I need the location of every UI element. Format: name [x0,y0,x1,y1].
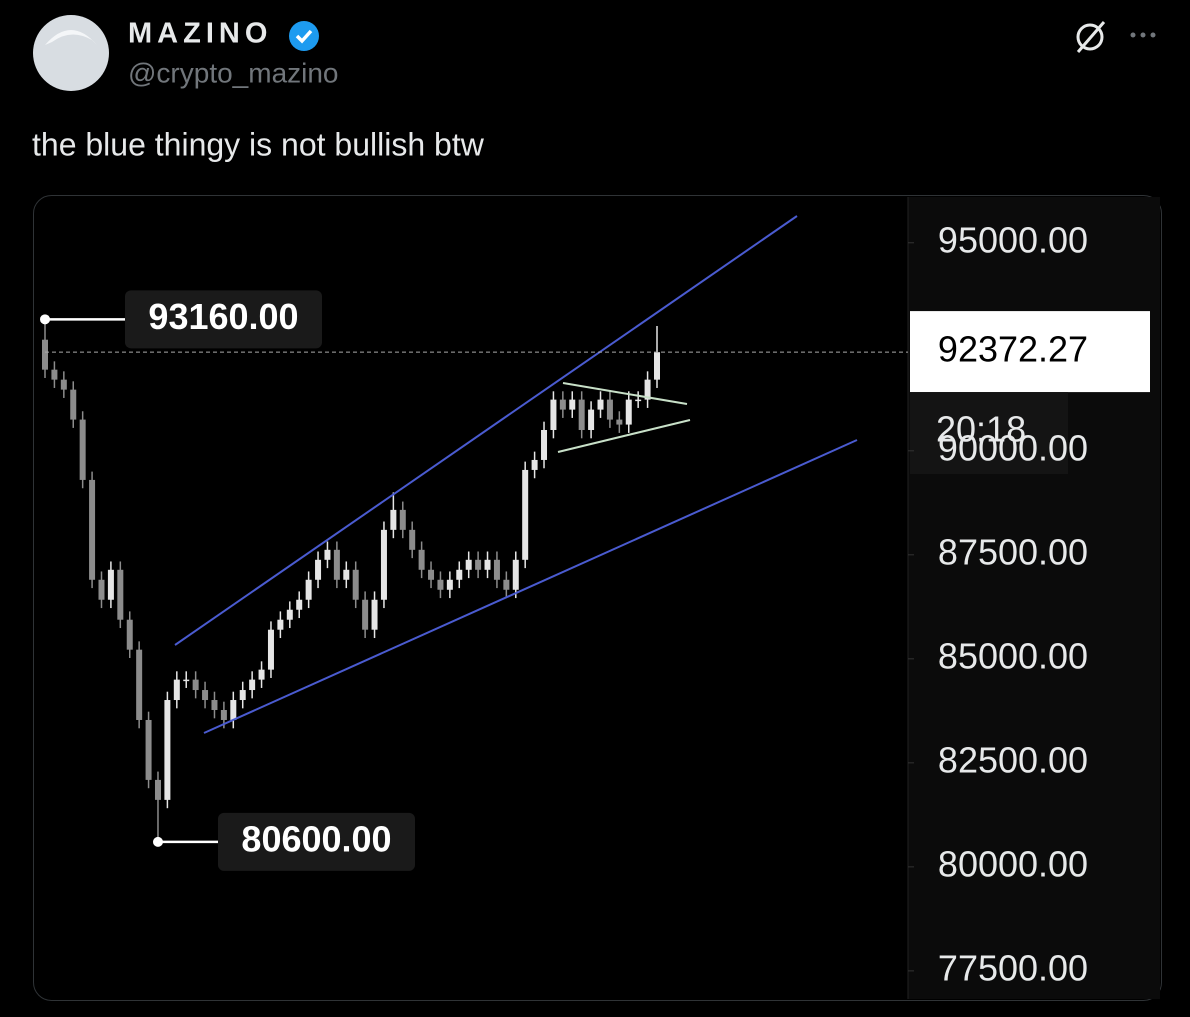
candle-body [446,579,453,590]
y-tick-label: 82500.00 [938,739,1088,780]
post-text: the blue thingy is not bullish btw [32,126,485,162]
candle-body [286,609,293,620]
candle-body [541,429,548,460]
y-tick-label: 95000.00 [938,219,1088,260]
candle-body [126,619,133,650]
candle-body [70,389,77,420]
candle-body [79,419,86,480]
verified-badge [289,21,319,51]
high-marker-box [125,290,322,349]
candle-body [578,399,585,430]
author-name[interactable]: MAZINO [128,18,272,50]
candle-body [117,569,124,620]
candle-body [418,549,425,570]
candle-body [390,509,397,530]
candle-body [60,379,67,390]
trendlines [174,215,858,734]
candle-body [512,559,519,590]
candle-body [333,549,340,580]
avatar-detail [45,30,97,45]
candle-body [352,569,359,600]
candle-body [154,779,161,800]
candle-body [635,399,642,402]
last-price-label: 92372.27 [938,329,1088,370]
candle-body [625,399,632,425]
candle-body [644,379,651,400]
candle-body [550,399,557,430]
candle-body [258,669,265,680]
candle-body [588,409,595,430]
candle-body [89,479,96,580]
y-tick-label: 87500.00 [938,531,1088,572]
candle-body [484,559,491,570]
candle-body [428,569,435,580]
candle-body [399,509,406,530]
plot-area [42,319,660,842]
candle-body [654,352,660,380]
candle-body [559,399,566,410]
candle-body [522,469,529,560]
candle-body [503,579,510,590]
avatar[interactable] [33,15,109,91]
low-marker-label: 80600.00 [241,818,391,859]
grok-icon[interactable] [1076,21,1106,53]
candle-body [456,569,463,580]
y-tick-label: 77500.00 [938,947,1088,988]
candle-body [192,679,199,691]
candle-body [267,629,274,670]
candle-body [136,649,143,720]
overlay: 92372.27 20:18 93160.00 80600.00 [40,290,1150,871]
candle-body [164,700,171,800]
candle-body [362,599,369,630]
candle-body [173,679,180,701]
candle-body [437,579,444,590]
candle-body [616,419,623,425]
candle-body [409,529,416,550]
candle-body [296,599,303,610]
candle-body [107,569,114,600]
candle-body [465,559,472,570]
candle-body [371,599,378,630]
last-price-box [910,311,1150,393]
candle-body [211,700,218,711]
candle-body [380,529,387,600]
candle-body [569,399,576,410]
candle-body [493,559,500,580]
candle-body [324,549,331,560]
candle-body [239,690,246,701]
candle-body [305,579,312,600]
candle-body [230,700,237,720]
candle-body [183,679,190,682]
candle-body [597,399,604,410]
y-tick-label: 85000.00 [938,635,1088,676]
y-tick-label: 80000.00 [938,843,1088,884]
candle-body [315,559,322,580]
candle-body [220,710,227,720]
candle-body [98,579,105,600]
candle-body [42,339,48,370]
candle-body [475,559,482,570]
countdown-box [910,392,1068,475]
candle-body [277,619,284,630]
media-frame[interactable] [33,195,1162,1001]
candle-body [51,369,58,380]
candle-body [606,399,613,420]
candle-body [343,569,350,580]
countdown-label: 20:18 [936,409,1026,450]
candle-body [531,459,538,470]
candle-body [145,719,152,780]
candle-body [202,690,209,701]
high-marker-label: 93160.00 [148,296,298,337]
low-marker-box [218,812,415,871]
more-button[interactable] [1130,32,1156,38]
author-handle[interactable]: @crypto_mazino [128,57,339,88]
candle-body [249,679,256,691]
y-tick-label: 90000.00 [938,427,1088,468]
